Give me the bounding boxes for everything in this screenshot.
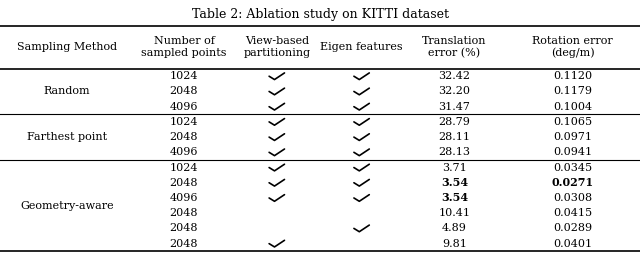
Text: 0.1004: 0.1004 (553, 102, 593, 112)
Text: Farthest point: Farthest point (27, 132, 108, 142)
Text: 2048: 2048 (170, 208, 198, 218)
Text: 31.47: 31.47 (438, 102, 470, 112)
Text: 32.20: 32.20 (438, 87, 470, 96)
Text: 28.13: 28.13 (438, 147, 470, 157)
Text: 9.81: 9.81 (442, 239, 467, 249)
Text: 2048: 2048 (170, 178, 198, 188)
Text: Random: Random (44, 87, 90, 96)
Text: 3.71: 3.71 (442, 163, 467, 172)
Text: 2048: 2048 (170, 239, 198, 249)
Text: Number of
sampled points: Number of sampled points (141, 37, 227, 58)
Text: 1024: 1024 (170, 163, 198, 172)
Text: Translation
error (%): Translation error (%) (422, 36, 486, 58)
Text: 10.41: 10.41 (438, 208, 470, 218)
Text: 3.54: 3.54 (441, 177, 468, 188)
Text: Geometry-aware: Geometry-aware (20, 200, 114, 211)
Text: 2048: 2048 (170, 87, 198, 96)
Text: 0.1065: 0.1065 (553, 117, 593, 127)
Text: 2048: 2048 (170, 132, 198, 142)
Text: 32.42: 32.42 (438, 71, 470, 81)
Text: 3.54: 3.54 (441, 192, 468, 204)
Text: Eigen features: Eigen features (320, 42, 403, 52)
Text: Rotation error
(deg/m): Rotation error (deg/m) (532, 36, 613, 59)
Text: 0.0415: 0.0415 (553, 208, 593, 218)
Text: 4096: 4096 (170, 147, 198, 157)
Text: 0.0941: 0.0941 (553, 147, 593, 157)
Text: 0.1179: 0.1179 (554, 87, 592, 96)
Text: 28.11: 28.11 (438, 132, 470, 142)
Text: 0.0971: 0.0971 (554, 132, 592, 142)
Text: 0.1120: 0.1120 (553, 71, 593, 81)
Text: 0.0289: 0.0289 (553, 224, 593, 233)
Text: 4096: 4096 (170, 193, 198, 203)
Text: 0.0308: 0.0308 (553, 193, 593, 203)
Text: 0.0345: 0.0345 (553, 163, 593, 172)
Text: 2048: 2048 (170, 224, 198, 233)
Text: 0.0401: 0.0401 (553, 239, 593, 249)
Text: 1024: 1024 (170, 71, 198, 81)
Text: 4.89: 4.89 (442, 224, 467, 233)
Text: 1024: 1024 (170, 117, 198, 127)
Text: View-based
partitioning: View-based partitioning (243, 37, 310, 58)
Text: 4096: 4096 (170, 102, 198, 112)
Text: 0.0271: 0.0271 (552, 177, 594, 188)
Text: 28.79: 28.79 (438, 117, 470, 127)
Text: Table 2: Ablation study on KITTI dataset: Table 2: Ablation study on KITTI dataset (191, 8, 449, 21)
Text: Sampling Method: Sampling Method (17, 42, 117, 52)
